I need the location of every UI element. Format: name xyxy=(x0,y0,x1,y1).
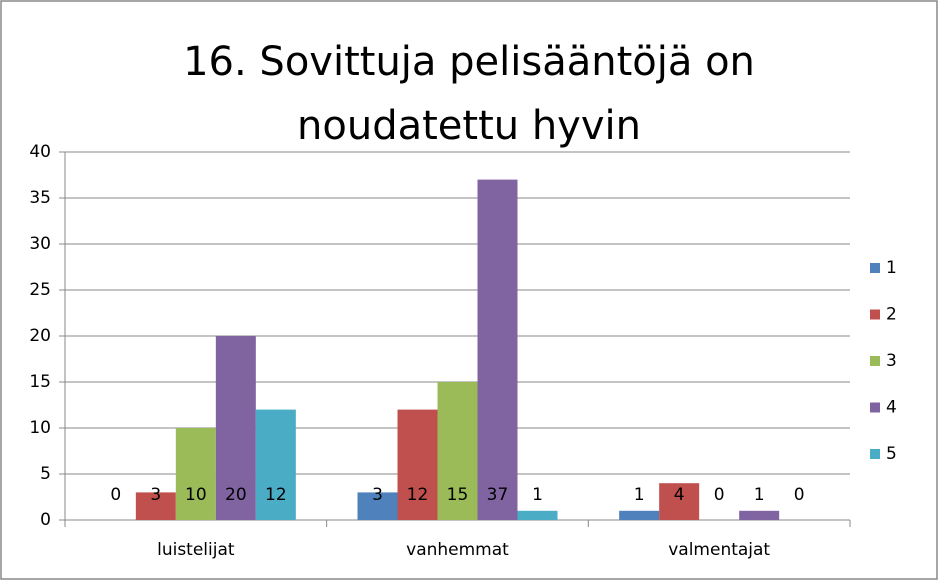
bar xyxy=(477,179,518,520)
data-label: 12 xyxy=(407,485,429,505)
data-label: 15 xyxy=(447,485,469,505)
bar xyxy=(255,409,296,520)
y-tick-label: 0 xyxy=(40,510,51,530)
y-tick-label: 20 xyxy=(29,326,51,346)
y-tick-label: 40 xyxy=(29,142,51,162)
bar xyxy=(397,409,438,520)
bar xyxy=(437,382,478,520)
data-label: 4 xyxy=(674,485,685,505)
bar xyxy=(357,492,398,520)
x-tick-label: luistelijat xyxy=(157,540,235,560)
data-label: 0 xyxy=(714,485,725,505)
legend-label: 5 xyxy=(886,444,897,464)
legend-label: 2 xyxy=(886,305,897,325)
x-tick-label: valmentajat xyxy=(668,540,770,560)
data-label: 37 xyxy=(487,485,509,505)
bar xyxy=(517,510,558,520)
y-tick-label: 5 xyxy=(40,464,51,484)
bar xyxy=(619,510,660,520)
data-label: 0 xyxy=(794,485,805,505)
y-tick-label: 35 xyxy=(29,188,51,208)
legend-swatch xyxy=(870,309,880,320)
data-label: 3 xyxy=(372,485,383,505)
y-tick-label: 15 xyxy=(29,372,51,392)
legend-swatch xyxy=(870,402,880,413)
data-label: 12 xyxy=(265,485,287,505)
data-label: 10 xyxy=(185,485,207,505)
y-tick-label: 10 xyxy=(29,418,51,438)
bar xyxy=(135,492,176,520)
data-label: 1 xyxy=(754,485,765,505)
bar xyxy=(175,428,216,520)
y-tick-label: 30 xyxy=(29,234,51,254)
data-label: 1 xyxy=(532,485,543,505)
chart-title: 16. Sovittuja pelisääntöjä on noudatettu… xyxy=(183,39,755,149)
legend-swatch xyxy=(870,263,880,273)
bar xyxy=(215,336,256,520)
y-tick-label: 25 xyxy=(29,280,51,300)
data-label: 1 xyxy=(634,485,645,505)
bar xyxy=(659,483,700,520)
bar xyxy=(739,510,780,520)
legend-swatch xyxy=(870,356,880,366)
x-tick-label: vanhemmat xyxy=(406,540,509,560)
legend-label: 4 xyxy=(886,398,897,418)
legend-label: 3 xyxy=(886,351,897,371)
data-label: 20 xyxy=(225,485,247,505)
legend-label: 1 xyxy=(886,258,897,278)
legend-swatch xyxy=(870,449,880,459)
data-label: 0 xyxy=(110,485,121,505)
data-label: 3 xyxy=(150,485,161,505)
